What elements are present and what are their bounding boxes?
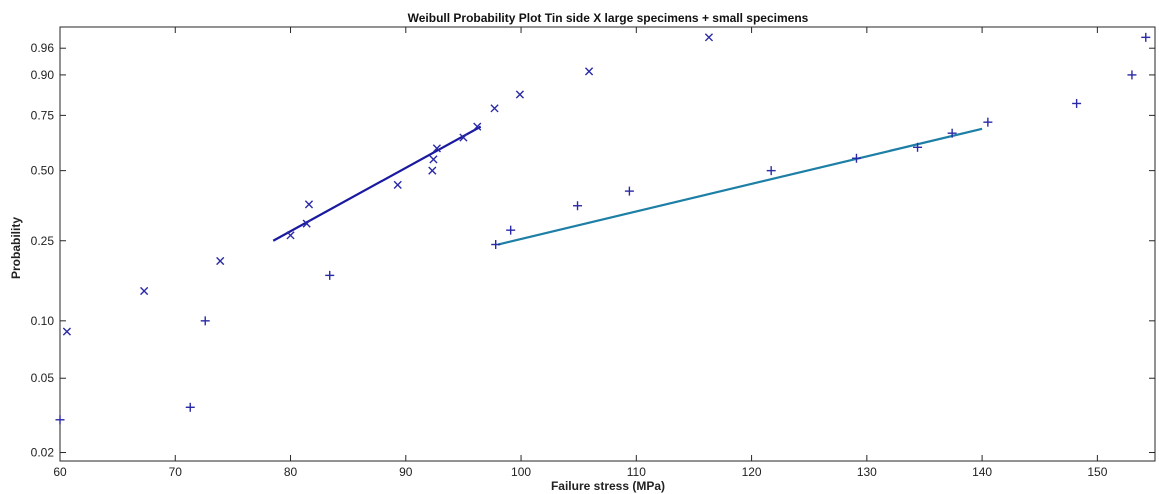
plus-marker-point (766, 166, 776, 176)
x-tick-label: 120 (742, 465, 762, 479)
plus-marker-point (325, 270, 335, 280)
plus-marker-point (1072, 98, 1082, 108)
x-marker-point (216, 256, 225, 266)
plus-marker-point (1141, 32, 1151, 42)
chart-title: Weibull Probability Plot Tin side X larg… (408, 11, 809, 25)
y-tick-label: 0.25 (31, 234, 55, 248)
marker-stroke (473, 122, 482, 131)
marker-stroke (216, 256, 225, 266)
x-marker-point (432, 144, 442, 153)
x-marker-point (302, 219, 311, 228)
marker-stroke (302, 219, 311, 228)
marker-stroke (393, 180, 402, 189)
y-axis-title: Probability (9, 217, 23, 279)
x-tick-label: 130 (857, 465, 877, 479)
plus-marker-point (491, 240, 501, 250)
x-tick-label: 80 (284, 465, 298, 479)
x-tick-label: 100 (511, 465, 531, 479)
y-tick-label: 0.96 (31, 41, 55, 55)
y-tick-label: 0.75 (31, 108, 55, 122)
x-tick-label: 70 (169, 465, 183, 479)
plus-marker-point (913, 142, 923, 152)
x-tick-label: 110 (627, 465, 646, 479)
plus-marker-point (624, 186, 634, 196)
marker-stroke (304, 200, 314, 209)
x-marker-point (515, 90, 524, 99)
x-marker-point (304, 200, 314, 209)
marker-stroke (428, 166, 437, 175)
y-tick-label: 0.05 (31, 371, 55, 385)
x-axis-title: Failure stress (MPa) (551, 479, 665, 493)
marker-stroke (584, 67, 594, 76)
plus-marker-point (947, 128, 957, 138)
x-marker-point (490, 104, 499, 113)
x-marker-point (459, 133, 468, 142)
x-marker-point (286, 231, 295, 240)
data-points-layer (55, 32, 1151, 425)
plus-marker-point (573, 201, 583, 211)
y-tick-label: 0.10 (31, 314, 55, 328)
plot-frame (59, 26, 1156, 462)
x-tick-label: 90 (399, 465, 413, 479)
marker-stroke (286, 231, 295, 240)
x-marker-point (140, 286, 149, 296)
x-marker-point (393, 180, 402, 189)
fit-lines-layer (272, 125, 983, 246)
marker-stroke (140, 286, 149, 296)
plus-marker-point (983, 117, 993, 127)
x-tick-label: 60 (53, 465, 67, 479)
marker-stroke (62, 327, 72, 336)
y-tick-label: 0.90 (31, 68, 55, 82)
x-tick-label: 140 (972, 465, 992, 479)
marker-stroke (429, 155, 438, 164)
plus-marker-point (1127, 70, 1137, 80)
plus-marker-point (200, 316, 210, 326)
plus-marker-point (506, 225, 516, 235)
x-marker-point (584, 67, 594, 76)
plus-marker-point (55, 415, 65, 425)
marker-stroke (432, 144, 442, 153)
x-marker-point (704, 33, 714, 42)
plus-marker-point (851, 153, 861, 163)
y-tick-label: 0.02 (31, 446, 55, 460)
y-tick-label: 0.50 (31, 164, 55, 178)
plus-marker-point (185, 402, 195, 412)
x-tick-label: 150 (1087, 465, 1107, 479)
ticks-layer: 60 70 80 90 100 110 120 130 140 150 0.02 0.05 0.10 0.… (31, 27, 1155, 479)
x-marker-point (428, 166, 437, 175)
marker-stroke (459, 133, 468, 142)
fit-line-1 (272, 125, 482, 242)
marker-stroke (704, 33, 714, 42)
x-marker-point (429, 155, 438, 164)
marker-stroke (515, 90, 524, 99)
x-marker-point (62, 327, 72, 336)
x-marker-point (473, 122, 482, 131)
fit-line-2 (497, 127, 983, 246)
marker-stroke (490, 104, 499, 113)
